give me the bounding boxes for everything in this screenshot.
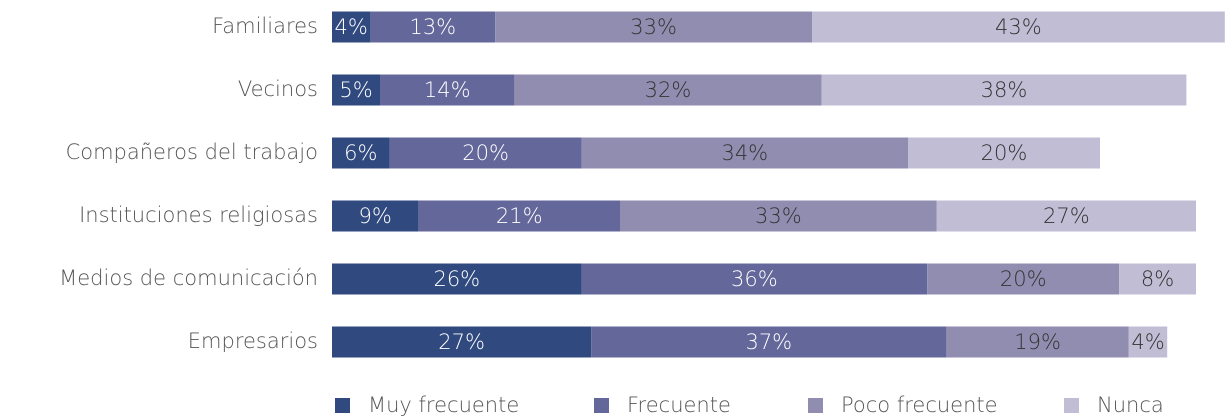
legend-marker <box>594 398 609 413</box>
data-label: 20% <box>981 141 1028 165</box>
data-label: 32% <box>645 78 692 102</box>
legend-marker <box>808 398 823 413</box>
category-label: Instituciones religiosas <box>79 203 318 227</box>
category-label: Compañeros del trabajo <box>66 140 318 164</box>
bar-segment <box>332 74 380 106</box>
data-label: 13% <box>409 15 456 39</box>
data-label: 19% <box>1014 330 1061 354</box>
category-label: Empresarios <box>188 329 318 353</box>
data-label: 4% <box>1131 330 1164 354</box>
bar-segment <box>908 137 1100 169</box>
category-label: Medios de comunicación <box>59 266 318 290</box>
bar-segment <box>812 11 1225 43</box>
data-label: 6% <box>344 141 377 165</box>
bar-segment <box>389 137 582 169</box>
bar-segment <box>380 74 515 106</box>
bar-segment <box>332 137 390 169</box>
bar-segment <box>514 74 822 106</box>
data-label: 4% <box>335 15 368 39</box>
bar-segment <box>370 11 496 43</box>
data-label: 5% <box>339 78 372 102</box>
data-label: 8% <box>1141 267 1174 291</box>
data-label: 43% <box>995 15 1042 39</box>
bar-segment <box>495 11 812 43</box>
bar-segment <box>1128 326 1168 358</box>
bar-segment <box>332 200 419 232</box>
legend-marker <box>1064 398 1079 413</box>
bar-segment <box>332 263 582 295</box>
data-label: 34% <box>721 141 768 165</box>
bar-segment <box>1119 263 1196 295</box>
legend-label: Frecuente <box>627 393 731 416</box>
bar-segment <box>332 11 371 43</box>
bar-segment <box>821 74 1187 106</box>
data-label: 9% <box>359 204 392 228</box>
data-label: 21% <box>496 204 543 228</box>
data-label: 27% <box>438 330 485 354</box>
bar-segment <box>332 326 592 358</box>
legend-label: Poco frecuente <box>841 393 998 416</box>
data-label: 33% <box>630 15 677 39</box>
category-label: Vecinos <box>238 77 318 101</box>
data-label: 20% <box>462 141 509 165</box>
bar-segment <box>591 326 947 358</box>
category-label: Familiares <box>212 14 318 38</box>
bar-segment <box>620 200 937 232</box>
data-label: 27% <box>1043 204 1090 228</box>
bar-segment <box>927 263 1120 295</box>
legend-label: Nunca <box>1097 393 1164 416</box>
data-label: 38% <box>981 78 1028 102</box>
data-label: 37% <box>745 330 792 354</box>
bar-segment <box>936 200 1196 232</box>
data-label: 36% <box>731 267 778 291</box>
data-label: 20% <box>1000 267 1047 291</box>
legend-marker <box>335 398 350 413</box>
data-label: 33% <box>755 204 802 228</box>
data-label: 14% <box>424 78 471 102</box>
bar-segment <box>418 200 620 232</box>
bar-segment <box>946 326 1129 358</box>
bar-segment <box>581 137 908 169</box>
bar-segment <box>581 263 928 295</box>
data-label: 26% <box>433 267 480 291</box>
legend-label: Muy frecuente <box>368 393 519 416</box>
